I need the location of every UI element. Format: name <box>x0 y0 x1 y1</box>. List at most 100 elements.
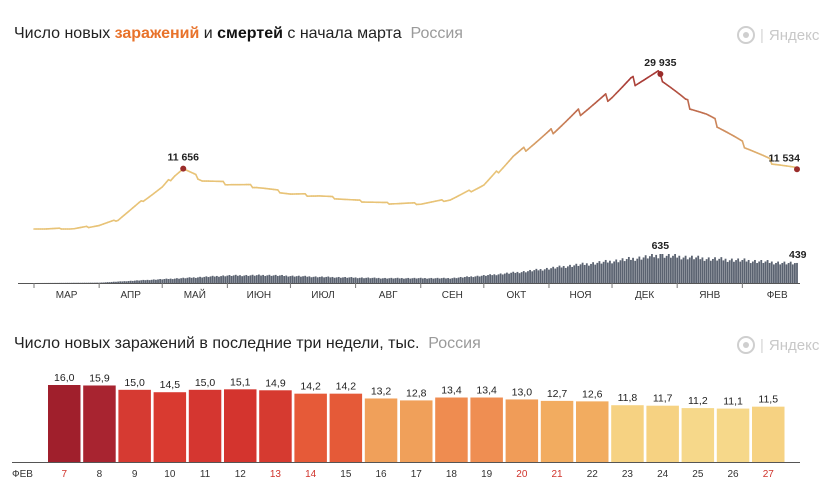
deaths-bar <box>556 267 559 283</box>
deaths-bar <box>554 268 557 283</box>
deaths-bar <box>705 259 708 283</box>
value-annotation: 11 534 <box>768 152 800 164</box>
deaths-bar <box>245 274 248 283</box>
deaths-bar <box>161 279 164 283</box>
deaths-bar <box>583 264 586 283</box>
bar <box>611 405 644 462</box>
deaths-bar <box>300 276 302 283</box>
deaths-bar <box>293 276 296 283</box>
deaths-bar <box>455 278 458 283</box>
deaths-bar <box>766 260 769 283</box>
deaths-bar <box>302 276 304 283</box>
deaths-bar <box>796 262 798 283</box>
deaths-bar <box>472 277 475 283</box>
deaths-bar <box>720 257 723 283</box>
deaths-bar <box>152 279 155 283</box>
deaths-bar <box>560 267 563 283</box>
deaths-bar <box>577 265 580 283</box>
deaths-bar <box>197 277 199 283</box>
daily-cases-bar-chart: 16,0 7 15,9 8 15,0 9 14,5 10 15,0 11 15,1 12 14,9 13 1… <box>12 372 800 480</box>
bar-value-label: 14,2 <box>300 381 321 393</box>
brand-separator: | <box>760 336 764 354</box>
deaths-bar <box>777 261 779 283</box>
deaths-bar <box>447 278 449 283</box>
title-text: Число новых <box>14 25 115 42</box>
deaths-bar <box>396 277 399 283</box>
bar <box>153 392 187 462</box>
day-label: 12 <box>235 469 247 480</box>
bar-value-label: 14,9 <box>265 377 286 389</box>
deaths-bar <box>438 278 441 283</box>
deaths-bar <box>287 276 290 283</box>
deaths-bar <box>669 257 672 283</box>
deaths-bar <box>373 277 376 283</box>
deaths-bar <box>663 257 666 283</box>
deaths-bar <box>314 276 317 283</box>
month-label: ИЮЛ <box>311 290 334 301</box>
deaths-bar <box>487 275 489 283</box>
deaths-bar <box>661 254 664 283</box>
day-label: 8 <box>97 469 103 480</box>
deaths-bar <box>434 278 437 283</box>
deaths-bar <box>701 257 704 283</box>
deaths-bar <box>783 261 786 283</box>
deaths-bar <box>194 277 197 283</box>
deaths-bar <box>489 274 492 283</box>
deaths-bar <box>480 275 483 283</box>
infections-segment <box>741 140 746 149</box>
deaths-bar <box>215 275 218 283</box>
deaths-bar <box>482 275 485 283</box>
deaths-bar <box>655 254 658 283</box>
value-annotation: 635 <box>652 240 670 252</box>
deaths-bar <box>167 279 170 283</box>
deaths-bar <box>333 277 336 283</box>
deaths-bar <box>209 276 212 283</box>
bar <box>329 393 363 462</box>
deaths-bar <box>478 276 481 283</box>
deaths-bar <box>241 276 243 283</box>
deaths-bar <box>474 276 477 283</box>
deaths-bar <box>201 277 204 283</box>
deaths-bar <box>640 259 643 283</box>
deaths-bar <box>297 275 300 283</box>
deaths-bar <box>451 278 454 283</box>
deaths-bar <box>598 261 601 283</box>
deaths-bar <box>407 277 410 283</box>
deaths-bar <box>388 278 391 283</box>
bar <box>752 406 785 462</box>
deaths-bar <box>190 277 193 283</box>
deaths-bar <box>621 258 624 283</box>
deaths-bar <box>424 278 426 283</box>
deaths-bar <box>308 276 311 283</box>
infections-segment <box>577 108 582 117</box>
day-label: 27 <box>763 469 775 480</box>
deaths-bar <box>449 278 452 283</box>
deaths-bar <box>260 275 262 283</box>
deaths-bar <box>428 278 431 283</box>
deaths-bar <box>758 261 761 283</box>
deaths-bar <box>461 277 464 283</box>
deaths-bar <box>760 260 763 283</box>
deaths-bar <box>493 274 496 283</box>
deaths-bar <box>218 276 220 283</box>
deaths-bar <box>220 276 222 283</box>
deaths-bar <box>522 271 525 283</box>
deaths-bar <box>251 274 254 283</box>
deaths-bar <box>741 259 744 283</box>
deaths-bar <box>615 259 618 283</box>
deaths-bar <box>247 275 250 283</box>
deaths-bar <box>249 275 252 283</box>
deaths-bar <box>501 274 504 283</box>
deaths-bar <box>512 271 515 283</box>
deaths-bar <box>239 275 241 283</box>
bar-value-label: 12,6 <box>582 388 603 400</box>
month-label: НОЯ <box>569 290 591 301</box>
bar-value-label: 11,5 <box>758 394 778 406</box>
deaths-bar <box>382 278 384 283</box>
deaths-bar <box>146 279 149 283</box>
deaths-bar <box>403 278 405 283</box>
deaths-bar <box>348 277 351 283</box>
deaths-bar <box>541 270 544 283</box>
deaths-bar <box>375 278 378 283</box>
deaths-bar <box>468 276 470 283</box>
